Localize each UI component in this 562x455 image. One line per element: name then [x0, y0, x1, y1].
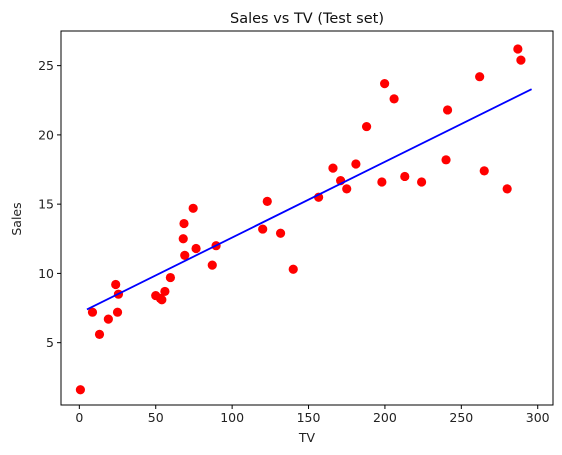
- data-point: [179, 218, 189, 229]
- data-point: [87, 307, 98, 317]
- chart-title: Sales vs TV (Test set): [230, 11, 384, 27]
- x-tick-label: 300: [526, 410, 550, 425]
- y-tick-label: 20: [38, 127, 54, 142]
- plot-frame: [60, 30, 554, 406]
- x-tick-label: 100: [220, 410, 244, 425]
- data-point: [516, 55, 526, 65]
- regression-line: [86, 88, 533, 311]
- data-point: [191, 243, 201, 254]
- x-tick-label: 250: [449, 410, 473, 425]
- data-point: [441, 155, 451, 165]
- data-point: [416, 177, 427, 187]
- data-point: [513, 44, 523, 54]
- data-point: [207, 260, 217, 270]
- plot-background: [61, 31, 553, 405]
- data-point: [262, 196, 272, 206]
- data-point: [328, 163, 338, 173]
- y-tick-label: 10: [38, 266, 54, 281]
- axes-frame: [60, 30, 554, 406]
- y-tick-label: 5: [46, 335, 54, 350]
- data-point: [165, 272, 176, 283]
- data-point: [342, 184, 352, 194]
- data-point: [475, 72, 485, 82]
- data-point: [377, 177, 387, 187]
- data-point: [103, 314, 113, 324]
- data-point: [351, 159, 361, 169]
- data-point: [75, 385, 86, 395]
- regression-line-group: [86, 88, 533, 311]
- data-point: [389, 94, 399, 104]
- x-tick-label: 200: [373, 410, 397, 425]
- data-point: [111, 279, 121, 290]
- data-point: [180, 250, 190, 260]
- data-point: [94, 329, 105, 339]
- y-tick-label: 25: [38, 58, 54, 73]
- x-tick-label: 0: [75, 410, 83, 425]
- y-axis-ticks: 5 10 15 20 25: [38, 58, 61, 350]
- data-point: [502, 184, 512, 194]
- y-tick-label: 15: [38, 197, 54, 212]
- data-point: [361, 121, 372, 132]
- x-axis-ticks: 0 50 100 150 200 250 300: [75, 405, 550, 425]
- data-point: [442, 105, 453, 115]
- data-point: [275, 228, 286, 238]
- x-axis-label: TV: [298, 430, 316, 445]
- data-point: [157, 295, 167, 305]
- y-axis-label: Sales: [9, 202, 24, 235]
- data-point: [258, 224, 268, 234]
- plot-area: [61, 31, 553, 405]
- data-point: [479, 166, 489, 176]
- data-point: [400, 171, 410, 182]
- data-point: [288, 264, 298, 274]
- data-point: [112, 307, 123, 317]
- data-point: [178, 234, 188, 244]
- x-tick-label: 150: [297, 410, 321, 425]
- data-point: [188, 203, 198, 213]
- x-tick-label: 50: [148, 410, 164, 425]
- data-point: [380, 79, 390, 89]
- data-point: [160, 286, 170, 297]
